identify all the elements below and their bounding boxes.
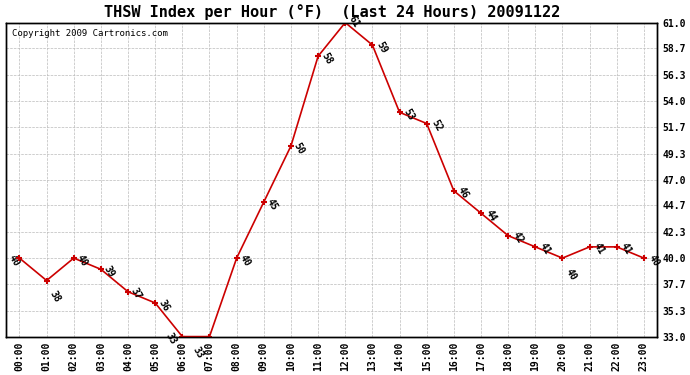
Text: 41: 41: [538, 242, 552, 256]
Text: 40: 40: [647, 253, 661, 268]
Text: 61: 61: [346, 14, 361, 30]
Text: 40: 40: [7, 253, 21, 268]
Text: Copyright 2009 Cartronics.com: Copyright 2009 Cartronics.com: [12, 29, 168, 38]
Title: THSW Index per Hour (°F)  (Last 24 Hours) 20091122: THSW Index per Hour (°F) (Last 24 Hours)…: [104, 4, 560, 20]
Text: 45: 45: [265, 196, 279, 212]
Text: 39: 39: [102, 264, 117, 279]
Text: 40: 40: [237, 253, 253, 268]
Text: 53: 53: [402, 107, 417, 122]
Text: 40: 40: [75, 253, 89, 268]
Text: 42: 42: [511, 230, 525, 246]
Text: 58: 58: [319, 51, 334, 66]
Text: 44: 44: [484, 208, 498, 223]
Text: 59: 59: [375, 40, 389, 55]
Text: 37: 37: [129, 286, 144, 302]
Text: 33: 33: [191, 345, 206, 360]
Text: 41: 41: [619, 242, 633, 256]
Text: 38: 38: [48, 289, 62, 304]
Text: 46: 46: [456, 185, 471, 201]
Text: 50: 50: [292, 141, 306, 156]
Text: 41: 41: [592, 242, 607, 256]
Text: 52: 52: [429, 118, 444, 133]
Text: 40: 40: [564, 267, 578, 282]
Text: 33: 33: [164, 331, 179, 346]
Text: 36: 36: [156, 298, 171, 313]
